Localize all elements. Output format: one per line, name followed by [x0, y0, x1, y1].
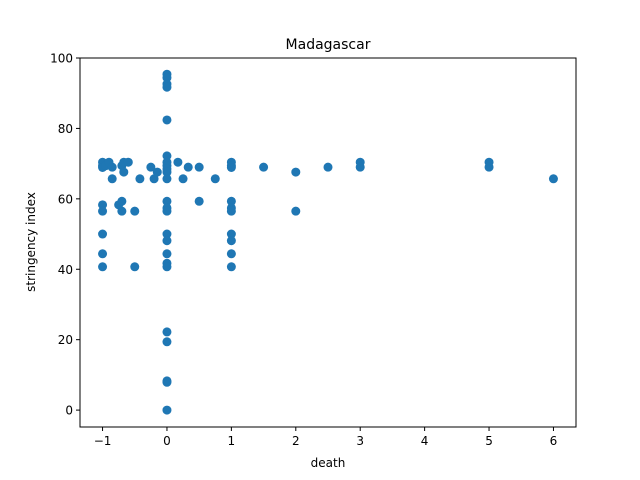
x-tick-label: 5: [485, 434, 493, 448]
y-tick-label: 100: [50, 52, 73, 66]
data-point: [107, 162, 117, 172]
chart-title: Madagascar: [286, 37, 371, 53]
data-point: [355, 162, 365, 172]
x-tick-label: 1: [228, 434, 236, 448]
data-point: [194, 162, 204, 172]
data-point: [226, 206, 236, 216]
data-point: [226, 236, 236, 246]
data-point: [152, 167, 162, 177]
data-points: [98, 69, 558, 415]
data-point: [210, 174, 220, 184]
data-point: [162, 229, 172, 239]
data-point: [162, 262, 172, 272]
data-point: [107, 174, 117, 184]
x-tick-label: 2: [292, 434, 300, 448]
x-tick-label: −1: [94, 434, 112, 448]
data-point: [149, 174, 159, 184]
data-point: [548, 174, 558, 184]
data-point: [162, 82, 172, 92]
data-point: [162, 115, 172, 125]
data-point: [119, 167, 129, 177]
x-tick-label: 4: [421, 434, 429, 448]
data-point: [98, 249, 108, 259]
x-axis-ticks: −1 0 1 2 3 4 5 6: [94, 427, 558, 448]
data-point: [162, 337, 172, 347]
data-point: [259, 162, 269, 172]
data-point: [98, 200, 108, 210]
data-point: [98, 229, 108, 239]
data-point: [98, 262, 108, 272]
data-point: [162, 151, 172, 161]
data-point: [162, 249, 172, 259]
data-point: [162, 206, 172, 216]
y-tick-label: 40: [58, 263, 73, 277]
data-point: [183, 162, 193, 172]
y-tick-label: 80: [58, 122, 73, 136]
x-axis-label: death: [311, 456, 346, 470]
data-point: [130, 206, 140, 216]
data-point: [162, 377, 172, 387]
data-point: [117, 206, 127, 216]
data-point: [123, 157, 133, 167]
data-point: [291, 206, 301, 216]
data-point: [226, 163, 236, 172]
data-point: [162, 236, 172, 246]
data-point: [162, 174, 172, 184]
x-tick-label: 6: [550, 434, 558, 448]
data-point: [226, 262, 236, 272]
data-point: [226, 229, 236, 239]
data-point: [323, 162, 333, 172]
data-point: [130, 262, 140, 272]
plot-frame: [79, 57, 577, 428]
data-point: [146, 162, 156, 172]
data-point: [226, 249, 236, 259]
data-point: [162, 167, 172, 177]
y-tick-label: 60: [58, 192, 73, 206]
data-point: [135, 174, 145, 184]
data-point: [162, 405, 172, 415]
y-tick-label: 20: [58, 333, 73, 347]
x-tick-label: 0: [163, 434, 171, 448]
data-point: [194, 196, 204, 206]
y-tick-label: 0: [65, 404, 73, 418]
data-point: [291, 167, 301, 177]
data-point: [226, 196, 236, 206]
x-tick-label: 3: [356, 434, 364, 448]
data-point: [98, 206, 108, 216]
data-point: [484, 162, 494, 172]
data-point: [162, 73, 172, 83]
y-axis-ticks: 0 20 40 60 80 100: [50, 52, 80, 418]
data-point: [178, 174, 188, 184]
data-point: [173, 157, 183, 167]
data-point: [162, 327, 172, 337]
data-point: [117, 196, 127, 206]
data-point: [162, 196, 172, 206]
y-axis-label: stringency index: [24, 192, 38, 292]
